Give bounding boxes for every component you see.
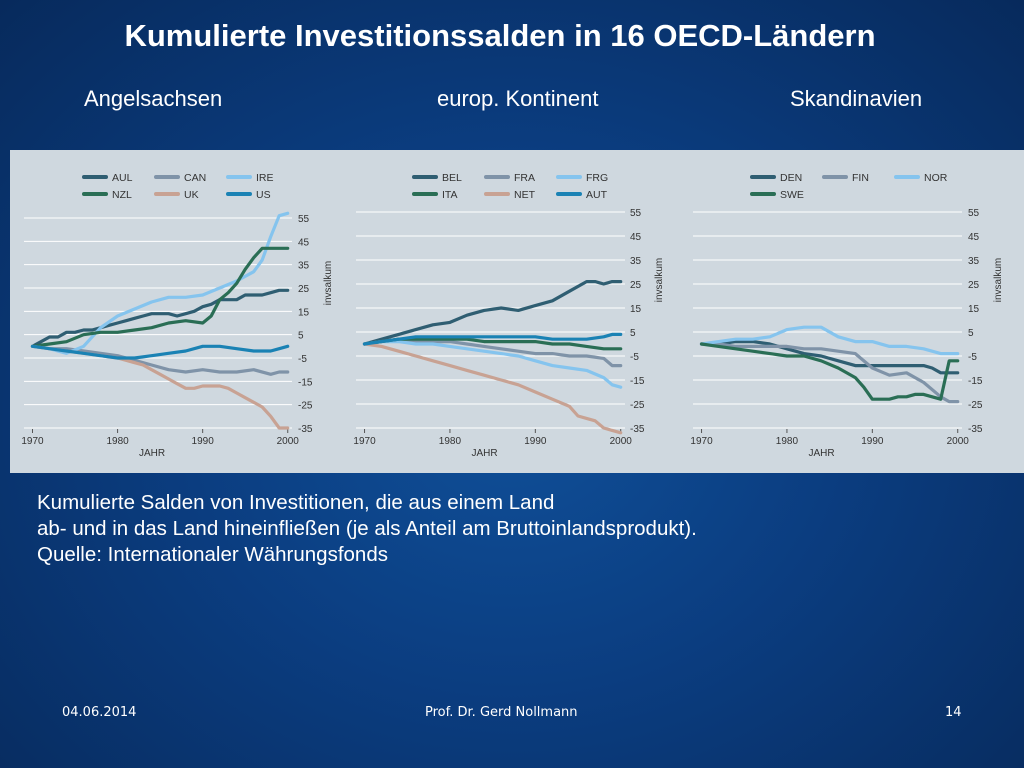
x-tick-label: 1970: [690, 436, 713, 447]
legend-label-aut: AUT: [586, 189, 608, 201]
y-tick-label: 25: [298, 284, 310, 295]
caption-line-3: Quelle: Internationaler Währungsfonds: [37, 543, 388, 566]
legend-label-can: CAN: [184, 172, 206, 184]
y-tick-label: -5: [298, 354, 307, 365]
series-line-swe: [699, 342, 960, 401]
footer-date: 04.06.2014: [62, 705, 137, 720]
legend-label-uk: UK: [184, 189, 199, 201]
y-tick-label: 25: [968, 280, 980, 291]
y-tick-label: 5: [298, 331, 304, 342]
x-tick-label: 1970: [353, 436, 376, 447]
y-tick-label: -35: [630, 424, 645, 435]
legend-label-fra: FRA: [514, 172, 535, 184]
subtitle-europ-kontinent: europ. Kontinent: [437, 86, 599, 111]
y-tick-label: -15: [630, 376, 645, 387]
legend-label-nor: NOR: [924, 172, 948, 184]
legend-label-swe: SWE: [780, 189, 804, 201]
caption-line-1: Kumulierte Salden von Investitionen, die…: [37, 491, 555, 514]
y-tick-label: 35: [968, 256, 980, 267]
y-axis-label: invsalkum: [654, 258, 665, 302]
series-line-us: [30, 344, 290, 360]
x-axis-label: JAHR: [139, 448, 165, 459]
y-tick-label: 45: [298, 237, 310, 248]
y-tick-label: 35: [298, 261, 310, 272]
subtitle-skandinavien: Skandinavien: [790, 86, 923, 111]
series-line-aut: [362, 332, 623, 346]
x-tick-label: 2000: [947, 436, 970, 447]
y-tick-label: 15: [298, 307, 310, 318]
y-tick-label: 55: [630, 208, 642, 219]
y-tick-label: -25: [968, 400, 983, 411]
legend-label-frg: FRG: [586, 172, 608, 184]
y-tick-label: 5: [630, 328, 636, 339]
legend-label-net: NET: [514, 189, 536, 201]
series-line-nor: [699, 325, 960, 356]
slide-title: Kumulierte Investitionssalden in 16 OECD…: [124, 18, 876, 53]
y-tick-label: -5: [968, 352, 977, 363]
series-line-nzl: [30, 246, 290, 348]
y-tick-label: 25: [630, 280, 642, 291]
series-line-net: [362, 342, 623, 435]
x-tick-label: 1980: [439, 436, 462, 447]
footer-page-number: 14: [945, 705, 962, 720]
y-tick-label: 35: [630, 256, 642, 267]
legend-label-fin: FIN: [852, 172, 869, 184]
chart-panel: 55 45 35 25 15 5 -5 -15 -25 -35 1970 1980 1990 2000 JA…: [10, 150, 1024, 473]
caption-line-2: ab- und in das Land hineinfließen (je al…: [37, 517, 697, 540]
x-tick-label: 2000: [277, 436, 300, 447]
y-tick-label: -15: [968, 376, 983, 387]
legend-label-aul: AUL: [112, 172, 133, 184]
y-tick-label: 45: [630, 232, 642, 243]
legend-label-den: DEN: [780, 172, 802, 184]
y-tick-label: 55: [298, 214, 310, 225]
subtitle-angelsachsen: Angelsachsen: [84, 86, 223, 111]
y-tick-label: -5: [630, 352, 639, 363]
y-axis-label: invsalkum: [993, 258, 1004, 302]
x-tick-label: 1990: [524, 436, 547, 447]
caption: Kumulierte Salden von Investitionen, die…: [37, 490, 697, 568]
x-axis-label: JAHR: [471, 448, 497, 459]
y-tick-label: -35: [298, 424, 313, 435]
footer-author: Prof. Dr. Gerd Nollmann: [425, 705, 578, 720]
x-tick-label: 1970: [21, 436, 44, 447]
series-line-aul: [30, 288, 290, 348]
series-line-uk: [30, 344, 290, 430]
legend-label-ire: IRE: [256, 172, 274, 184]
series-line-fin: [699, 342, 960, 404]
y-tick-label: 5: [968, 328, 974, 339]
x-tick-label: 1990: [861, 436, 884, 447]
legend-label-bel: BEL: [442, 172, 462, 184]
y-tick-label: -25: [630, 400, 645, 411]
y-tick-label: 55: [968, 208, 980, 219]
y-tick-label: -25: [298, 401, 313, 412]
y-tick-label: -35: [968, 424, 983, 435]
x-tick-label: 1980: [106, 436, 129, 447]
y-tick-label: 15: [968, 304, 980, 315]
legend-label-ita: ITA: [442, 189, 458, 201]
y-axis-label: invsalkum: [323, 261, 334, 305]
series-line-ire: [30, 211, 290, 355]
series-line-bel: [362, 280, 623, 346]
x-tick-label: 1990: [192, 436, 215, 447]
x-tick-label: 2000: [610, 436, 633, 447]
series-line-den: [699, 340, 960, 375]
x-axis-label: JAHR: [808, 448, 834, 459]
y-tick-label: 15: [630, 304, 642, 315]
legend-label-nzl: NZL: [112, 189, 132, 201]
series-line-frg: [362, 340, 623, 389]
y-tick-label: 45: [968, 232, 980, 243]
legend-label-us: US: [256, 189, 271, 201]
y-tick-label: -15: [298, 377, 313, 388]
x-tick-label: 1980: [776, 436, 799, 447]
